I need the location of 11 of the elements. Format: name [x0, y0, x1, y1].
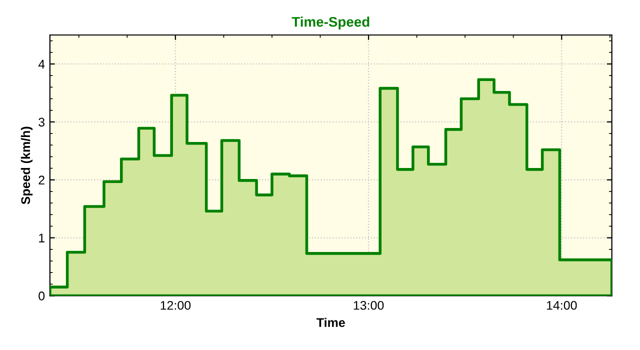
y-tick-label: 1	[39, 234, 44, 242]
x-tick-label: 14:00	[546, 300, 577, 310]
y-tick-label: 0	[38, 292, 45, 300]
x-axis-title: Time	[316, 318, 345, 327]
chart-title: Time-Speed	[292, 16, 370, 30]
x-tick-label: 13:00	[354, 300, 384, 310]
y-tick-label: 3	[38, 118, 45, 127]
x-tick-label: 12:00	[160, 300, 191, 310]
y-tick-label: 4	[38, 60, 45, 68]
y-axis-title: Speed (km/h)	[20, 126, 33, 204]
y-tick-label: 2	[38, 176, 44, 184]
